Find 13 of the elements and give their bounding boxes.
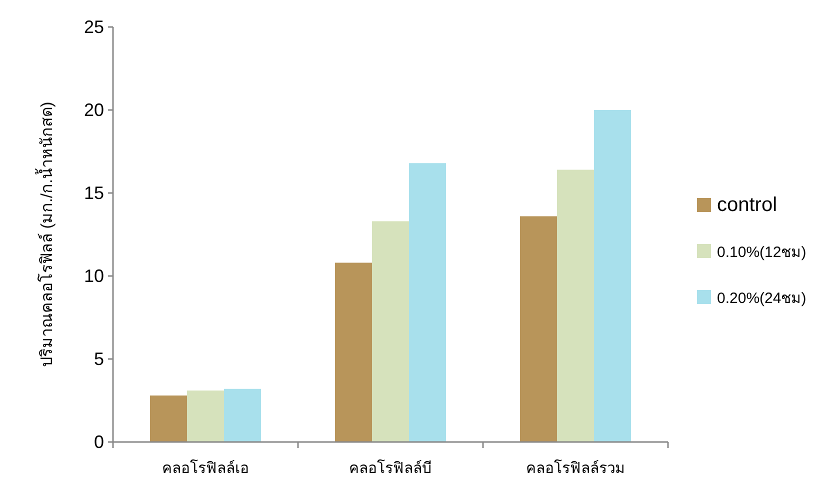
- legend-label: 0.20%(24ชม): [717, 290, 806, 307]
- y-tick-label: 25: [84, 17, 104, 37]
- x-tick-label: คลอโรฟิลล์บี: [349, 459, 432, 477]
- y-tick-label: 15: [84, 183, 104, 203]
- y-axis-title: ปริมาณคลอโรฟิลล์ (มก./ก.น้ำหนักสด): [35, 102, 56, 368]
- y-tick-label: 0: [94, 432, 104, 452]
- x-tick-label: คลอโรฟิลล์รวม: [526, 459, 625, 477]
- y-tick-label: 20: [84, 100, 104, 120]
- y-tick-label: 10: [84, 266, 104, 286]
- legend-label: control: [717, 194, 778, 216]
- x-tick-label: คลอโรฟิลล์เอ: [162, 459, 249, 477]
- legend-label: 0.10%(12ชม): [717, 244, 806, 261]
- y-tick-label: 5: [94, 349, 104, 369]
